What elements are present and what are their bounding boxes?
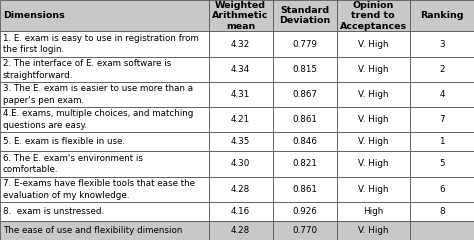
Text: 2. The interface of E. exam software is
straightforward.: 2. The interface of E. exam software is …: [3, 59, 171, 80]
Bar: [0, 202, 209, 221]
Bar: [0, 151, 209, 177]
Bar: [273, 82, 337, 107]
Bar: [410, 57, 474, 82]
Text: 1. E. exam is easy to use in registration from
the first login.: 1. E. exam is easy to use in registratio…: [3, 34, 199, 54]
Bar: [209, 221, 273, 240]
Bar: [410, 132, 474, 151]
Bar: [273, 31, 337, 57]
Text: 3. The E. exam is easier to use more than a
paper's pen exam.: 3. The E. exam is easier to use more tha…: [3, 84, 193, 105]
Text: 4.28: 4.28: [231, 185, 250, 194]
Text: 4.31: 4.31: [231, 90, 250, 99]
Bar: [410, 107, 474, 132]
Bar: [209, 202, 273, 221]
Bar: [0, 221, 209, 240]
Text: 0.861: 0.861: [292, 185, 317, 194]
Text: 1: 1: [439, 137, 445, 146]
Bar: [410, 31, 474, 57]
Bar: [209, 177, 273, 202]
Bar: [0, 31, 209, 57]
Bar: [273, 57, 337, 82]
Bar: [337, 177, 410, 202]
Bar: [209, 31, 273, 57]
Text: V. High: V. High: [358, 226, 389, 235]
Text: 0.770: 0.770: [292, 226, 317, 235]
Bar: [337, 31, 410, 57]
Bar: [337, 221, 410, 240]
Text: 4.16: 4.16: [231, 207, 250, 216]
Text: The ease of use and flexibility dimension: The ease of use and flexibility dimensio…: [3, 226, 182, 235]
Text: Weighted
Arithmetic
mean: Weighted Arithmetic mean: [212, 1, 269, 31]
Text: 2: 2: [439, 65, 445, 74]
Bar: [273, 107, 337, 132]
Text: 7: 7: [439, 115, 445, 124]
Text: 0.846: 0.846: [292, 137, 317, 146]
Bar: [209, 107, 273, 132]
Bar: [0, 107, 209, 132]
Text: 4.28: 4.28: [231, 226, 250, 235]
Text: V. High: V. High: [358, 159, 389, 168]
Bar: [0, 0, 209, 31]
Text: 4: 4: [439, 90, 445, 99]
Bar: [337, 0, 410, 31]
Text: 0.867: 0.867: [292, 90, 317, 99]
Text: 0.821: 0.821: [292, 159, 317, 168]
Bar: [273, 177, 337, 202]
Text: 8.  exam is unstressed.: 8. exam is unstressed.: [3, 207, 104, 216]
Bar: [209, 82, 273, 107]
Text: 4.30: 4.30: [231, 159, 250, 168]
Text: 0.926: 0.926: [292, 207, 317, 216]
Bar: [337, 82, 410, 107]
Text: 0.779: 0.779: [292, 40, 317, 48]
Bar: [0, 177, 209, 202]
Text: 3: 3: [439, 40, 445, 48]
Bar: [0, 57, 209, 82]
Bar: [273, 202, 337, 221]
Bar: [209, 132, 273, 151]
Text: Dimensions: Dimensions: [3, 11, 64, 20]
Bar: [410, 151, 474, 177]
Text: 6. The E. exam's environment is
comfortable.: 6. The E. exam's environment is comforta…: [3, 154, 143, 174]
Bar: [209, 57, 273, 82]
Bar: [273, 0, 337, 31]
Bar: [0, 82, 209, 107]
Text: 7. E-exams have flexible tools that ease the
evaluation of my knowledge.: 7. E-exams have flexible tools that ease…: [3, 179, 195, 199]
Bar: [337, 151, 410, 177]
Text: V. High: V. High: [358, 40, 389, 48]
Bar: [0, 132, 209, 151]
Text: 4.34: 4.34: [231, 65, 250, 74]
Bar: [410, 221, 474, 240]
Bar: [337, 202, 410, 221]
Text: V. High: V. High: [358, 185, 389, 194]
Text: V. High: V. High: [358, 90, 389, 99]
Text: 0.861: 0.861: [292, 115, 317, 124]
Bar: [410, 202, 474, 221]
Text: 6: 6: [439, 185, 445, 194]
Bar: [209, 0, 273, 31]
Text: 8: 8: [439, 207, 445, 216]
Text: V. High: V. High: [358, 137, 389, 146]
Text: 5: 5: [439, 159, 445, 168]
Text: Opinion
trend to
Acceptances: Opinion trend to Acceptances: [340, 1, 407, 31]
Bar: [337, 107, 410, 132]
Text: High: High: [363, 207, 383, 216]
Text: 0.815: 0.815: [292, 65, 317, 74]
Bar: [410, 82, 474, 107]
Text: 4.35: 4.35: [231, 137, 250, 146]
Text: 5. E. exam is flexible in use.: 5. E. exam is flexible in use.: [3, 137, 125, 146]
Bar: [337, 132, 410, 151]
Text: V. High: V. High: [358, 115, 389, 124]
Text: 4.32: 4.32: [231, 40, 250, 48]
Bar: [410, 177, 474, 202]
Text: V. High: V. High: [358, 65, 389, 74]
Bar: [337, 57, 410, 82]
Text: 4.21: 4.21: [231, 115, 250, 124]
Text: Ranking: Ranking: [420, 11, 464, 20]
Text: Standard
Deviation: Standard Deviation: [279, 6, 330, 25]
Text: 4.E. exams, multiple choices, and matching
questions are easy.: 4.E. exams, multiple choices, and matchi…: [3, 109, 193, 130]
Bar: [209, 151, 273, 177]
Bar: [273, 151, 337, 177]
Bar: [273, 132, 337, 151]
Bar: [410, 0, 474, 31]
Bar: [273, 221, 337, 240]
